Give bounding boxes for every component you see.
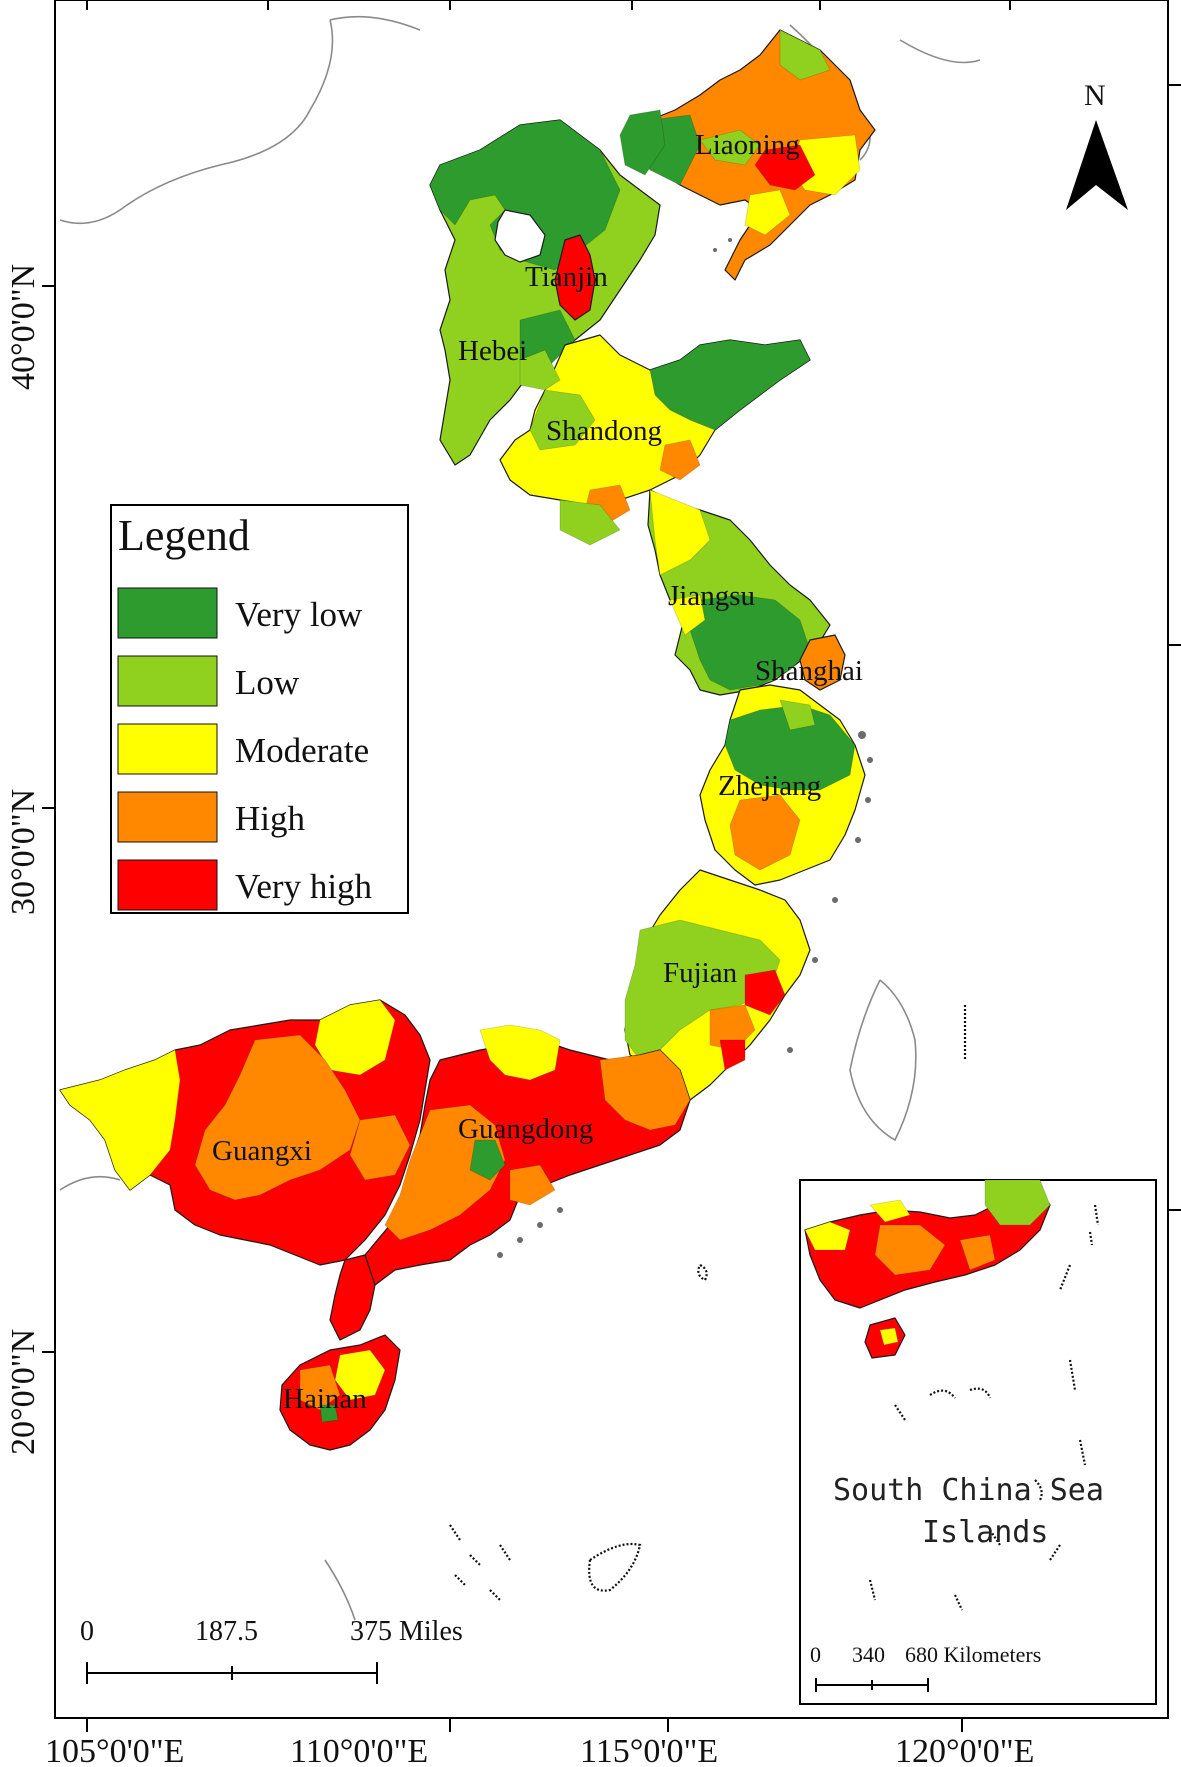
label-hainan: Hainan (283, 1383, 367, 1415)
legend-label-very-low: Very low (235, 595, 363, 634)
scale-tick-mid: 187.5 (195, 1616, 258, 1647)
label-zhejiang: Zhejiang (718, 770, 821, 802)
frame-ticks (42, 0, 1181, 1732)
lon-label-115: 115°0'0"E (580, 1733, 718, 1767)
inset-scale-bar (815, 1678, 929, 1692)
lon-label-110: 110°0'0"E (290, 1733, 428, 1767)
scale-bar (86, 1662, 378, 1684)
label-jiangsu: Jiangsu (668, 580, 755, 612)
inset-scale-tick-mid: 340 (852, 1642, 885, 1667)
scale-tick-end: 375 Miles (350, 1616, 463, 1647)
leizhou-peninsula (329, 1254, 376, 1341)
lon-label-120: 120°0'0"E (895, 1733, 1034, 1767)
label-shandong: Shandong (546, 415, 662, 447)
label-guangdong: Guangdong (458, 1113, 593, 1145)
label-tianjin: Tianjin (525, 261, 608, 293)
lat-label-30: 30°0'0"N (5, 789, 42, 915)
inset-map (799, 1179, 1157, 1705)
legend-swatch-moderate (117, 723, 218, 775)
legend-swatch-very-high (117, 859, 218, 911)
lat-label-40: 40°0'0"N (5, 264, 42, 390)
label-shanghai: Shanghai (755, 655, 863, 687)
inset-scale-tick-end: 680 Kilometers (905, 1642, 1041, 1667)
north-arrow-label: N (1084, 79, 1106, 112)
legend-swatch-very-low (117, 587, 218, 639)
north-arrow-icon (1066, 120, 1128, 210)
inset-title-line2: Islands (922, 1515, 1048, 1550)
label-hebei: Hebei (458, 335, 527, 367)
legend-label-low: Low (235, 663, 300, 702)
legend-swatch-low (117, 655, 218, 707)
inset-scale-tick-0: 0 (810, 1642, 821, 1667)
lon-label-105: 105°0'0"E (45, 1733, 184, 1767)
label-liaoning: Liaoning (695, 129, 800, 161)
scs-islands (449, 1005, 967, 1601)
surrounding-borders (59, 15, 981, 1621)
legend-frame (110, 504, 409, 914)
legend-label-very-high: Very high (235, 867, 373, 906)
inset-title-line1: South China Sea (833, 1473, 1104, 1508)
legend-title: Legend (118, 511, 250, 560)
label-guangxi: Guangxi (212, 1135, 312, 1167)
province-shanghai-shape (799, 634, 846, 691)
legend-swatch-high (117, 791, 218, 843)
province-tianjin-shape (554, 234, 596, 321)
legend-label-high: High (235, 799, 306, 838)
legend (110, 504, 409, 914)
beijing-area (494, 209, 546, 263)
scale-tick-0: 0 (80, 1616, 94, 1647)
label-fujian: Fujian (663, 957, 738, 989)
lat-label-20: 20°0'0"N (5, 1329, 42, 1455)
legend-label-moderate: Moderate (235, 731, 369, 770)
coastal-islets (497, 238, 873, 1258)
